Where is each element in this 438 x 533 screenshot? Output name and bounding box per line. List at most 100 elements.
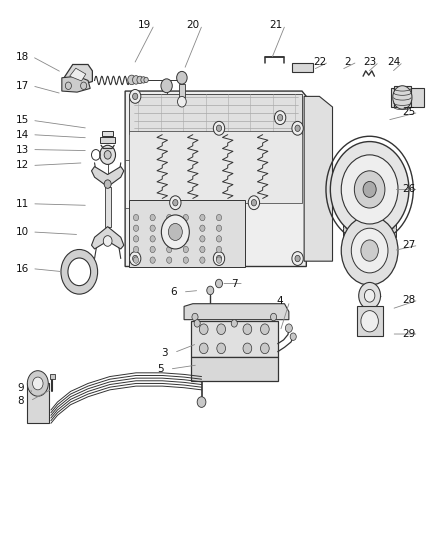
Text: 25: 25 (402, 107, 416, 117)
Circle shape (341, 155, 398, 224)
Polygon shape (64, 64, 92, 86)
Text: 11: 11 (16, 199, 29, 209)
Circle shape (166, 257, 172, 263)
Circle shape (393, 86, 412, 109)
Circle shape (215, 279, 223, 288)
Circle shape (32, 377, 43, 390)
Circle shape (166, 246, 172, 253)
Text: 24: 24 (387, 57, 400, 67)
Polygon shape (130, 200, 245, 266)
Circle shape (295, 255, 300, 262)
Text: 10: 10 (16, 227, 29, 237)
Text: 19: 19 (138, 20, 152, 30)
Circle shape (183, 225, 188, 231)
Circle shape (134, 225, 139, 231)
Circle shape (104, 180, 111, 188)
Circle shape (183, 246, 188, 253)
Circle shape (216, 125, 222, 132)
Bar (191, 357, 278, 381)
Text: 7: 7 (231, 279, 237, 288)
Text: 3: 3 (161, 348, 168, 358)
Circle shape (133, 76, 140, 84)
Circle shape (231, 320, 237, 327)
Bar (394, 86, 411, 107)
Polygon shape (92, 166, 124, 187)
Text: 27: 27 (402, 240, 416, 250)
Circle shape (248, 196, 260, 209)
Circle shape (199, 324, 208, 335)
Circle shape (150, 214, 155, 221)
Circle shape (361, 240, 378, 261)
Bar (49, 374, 55, 379)
Text: 5: 5 (157, 364, 163, 374)
Circle shape (330, 142, 409, 237)
Circle shape (150, 236, 155, 242)
Bar (179, 84, 185, 98)
Circle shape (170, 196, 181, 209)
Circle shape (134, 236, 139, 242)
Circle shape (166, 214, 172, 221)
Circle shape (133, 93, 138, 100)
Text: 2: 2 (345, 57, 351, 67)
Circle shape (166, 225, 172, 231)
Circle shape (251, 199, 257, 206)
Circle shape (133, 255, 138, 262)
Circle shape (183, 236, 188, 242)
Circle shape (341, 216, 398, 285)
Circle shape (128, 75, 136, 85)
Circle shape (354, 171, 385, 208)
Text: 18: 18 (16, 52, 29, 61)
Circle shape (168, 223, 182, 240)
Circle shape (130, 90, 141, 103)
Circle shape (27, 370, 48, 396)
Circle shape (197, 397, 206, 407)
Bar (102, 131, 113, 136)
Text: 29: 29 (402, 329, 416, 339)
Circle shape (213, 252, 225, 265)
Text: 17: 17 (16, 81, 29, 91)
Circle shape (216, 214, 222, 221)
Circle shape (200, 225, 205, 231)
Circle shape (243, 343, 252, 354)
Circle shape (134, 246, 139, 253)
Circle shape (199, 343, 208, 354)
Circle shape (216, 255, 222, 262)
Polygon shape (184, 304, 289, 320)
Circle shape (364, 289, 375, 302)
Circle shape (134, 214, 139, 221)
Text: 6: 6 (170, 287, 177, 297)
Bar (27, 383, 49, 423)
Circle shape (100, 146, 116, 165)
Text: 15: 15 (16, 115, 29, 125)
Polygon shape (125, 91, 306, 266)
Circle shape (261, 343, 269, 354)
Circle shape (183, 214, 188, 221)
Text: 8: 8 (17, 396, 24, 406)
Text: 22: 22 (313, 57, 326, 67)
Text: 26: 26 (402, 184, 416, 195)
Circle shape (183, 257, 188, 263)
Circle shape (363, 181, 376, 197)
Text: 12: 12 (16, 160, 29, 171)
Circle shape (65, 82, 71, 90)
Circle shape (207, 286, 214, 295)
Polygon shape (70, 68, 86, 81)
Text: 20: 20 (186, 20, 199, 30)
Circle shape (177, 71, 187, 84)
Polygon shape (130, 94, 302, 134)
Polygon shape (130, 131, 302, 203)
Bar (343, 221, 396, 237)
Circle shape (200, 257, 205, 263)
Circle shape (351, 228, 388, 273)
Wedge shape (61, 249, 98, 294)
Bar (292, 63, 313, 72)
Circle shape (217, 324, 226, 335)
Circle shape (200, 246, 205, 253)
Circle shape (200, 236, 205, 242)
Circle shape (134, 257, 139, 263)
Circle shape (295, 125, 300, 132)
Bar (105, 187, 111, 227)
Bar (357, 306, 383, 336)
Circle shape (166, 236, 172, 242)
Circle shape (359, 282, 381, 309)
